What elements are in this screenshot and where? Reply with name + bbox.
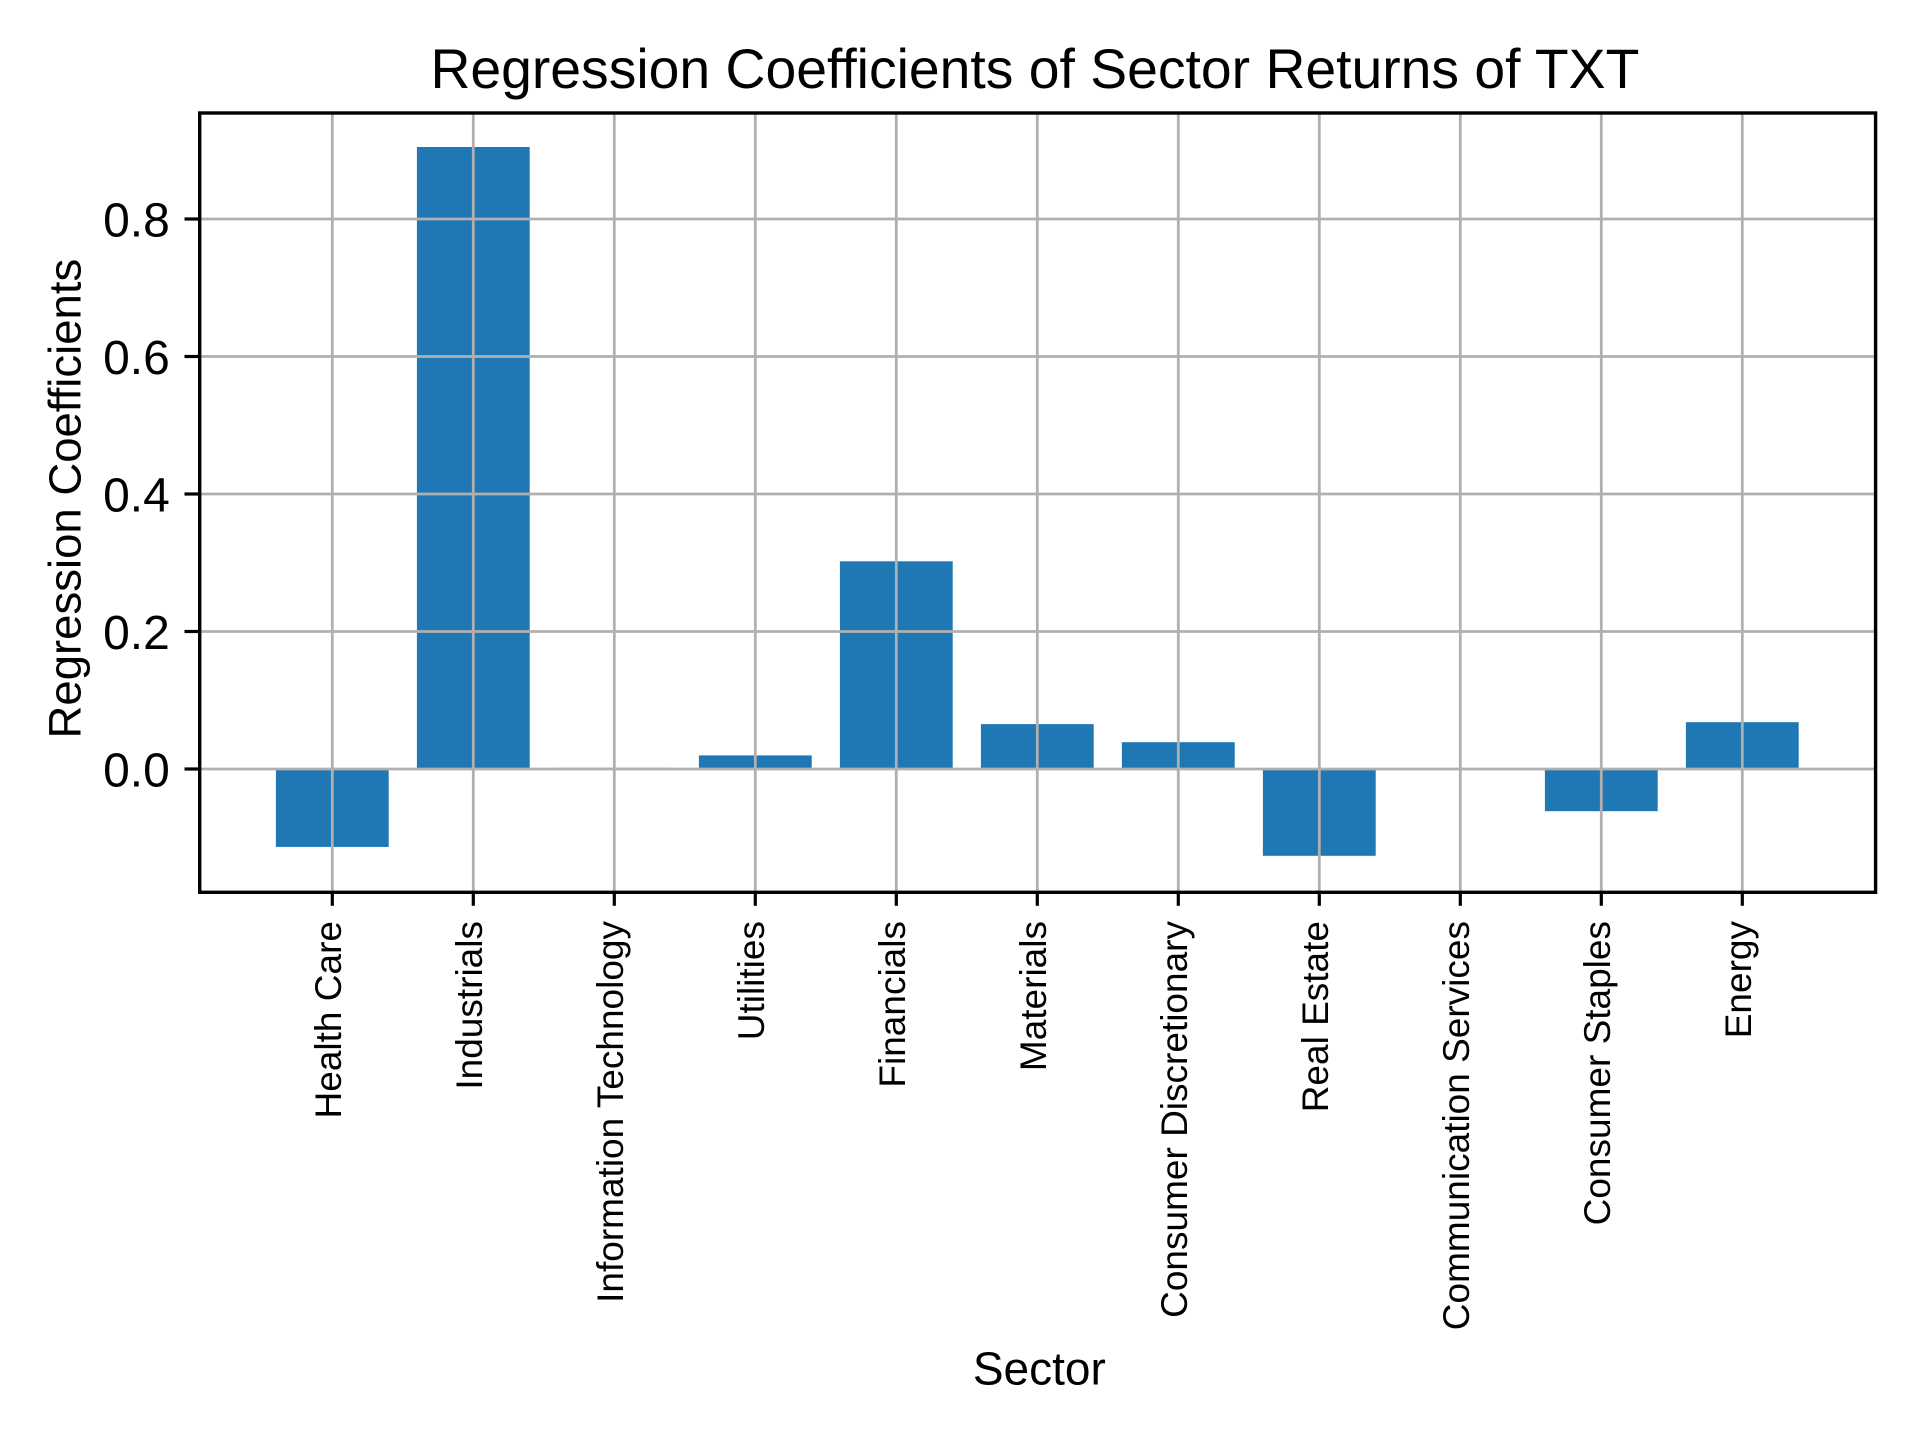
svg-text:Health Care: Health Care bbox=[308, 921, 349, 1118]
svg-text:Materials: Materials bbox=[1013, 921, 1054, 1071]
svg-text:Consumer Discretionary: Consumer Discretionary bbox=[1154, 921, 1195, 1318]
svg-text:Sector: Sector bbox=[973, 1343, 1106, 1395]
svg-text:Consumer Staples: Consumer Staples bbox=[1577, 921, 1618, 1225]
svg-text:Energy: Energy bbox=[1718, 921, 1759, 1039]
svg-text:Industrials: Industrials bbox=[449, 921, 490, 1090]
svg-text:Financials: Financials bbox=[872, 921, 913, 1088]
svg-text:0.8: 0.8 bbox=[103, 194, 170, 247]
svg-text:Real Estate: Real Estate bbox=[1295, 921, 1336, 1112]
svg-text:0.6: 0.6 bbox=[103, 332, 170, 385]
svg-text:Regression Coefficients of Sec: Regression Coefficients of Sector Return… bbox=[430, 38, 1639, 100]
svg-text:Regression Coefficients: Regression Coefficients bbox=[40, 259, 91, 739]
svg-text:0.4: 0.4 bbox=[103, 469, 170, 522]
svg-text:Communication Services: Communication Services bbox=[1436, 921, 1477, 1330]
svg-text:Utilities: Utilities bbox=[731, 921, 772, 1040]
svg-text:Information Technology: Information Technology bbox=[590, 921, 631, 1303]
svg-text:0.0: 0.0 bbox=[103, 744, 170, 797]
svg-text:0.2: 0.2 bbox=[103, 607, 170, 660]
